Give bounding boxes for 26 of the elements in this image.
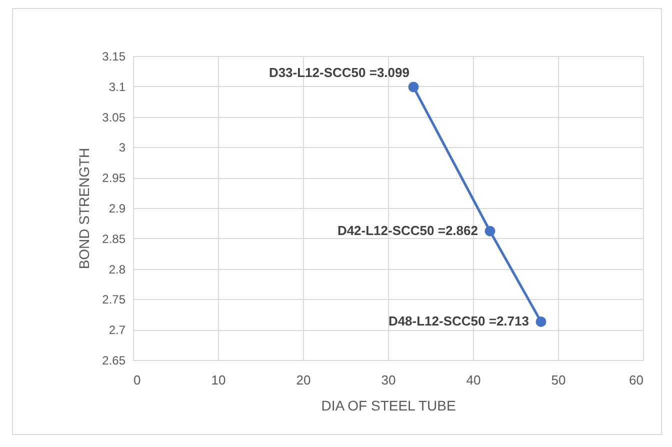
y-tick-label: 2.9	[108, 202, 126, 216]
data-label: D33-L12-SCC50 =3.099	[268, 65, 410, 80]
y-tick-label: 2.7	[108, 323, 126, 338]
x-tick-label: 60	[629, 372, 644, 388]
x-tick-label: 10	[211, 372, 226, 388]
x-tick-label: 40	[466, 372, 481, 388]
x-tick-label: 0	[134, 372, 141, 388]
x-tick-label: 30	[381, 372, 396, 388]
x-tick-label: 20	[296, 372, 311, 388]
point	[536, 316, 546, 327]
data-label: D42-L12-SCC50 =2.862	[337, 223, 478, 238]
y-axis-title: BOND STRENGTH	[76, 148, 92, 270]
y-tick-label: 2.75	[102, 292, 126, 307]
data-label: D48-L12-SCC50 =2.713	[388, 314, 529, 329]
y-tick-label: 3.05	[102, 110, 126, 124]
y-tick-label: 2.95	[102, 171, 126, 186]
y-tick-label: 3	[118, 140, 126, 155]
y-tick-label: 3.15	[102, 50, 126, 64]
y-tick-label: 2.65	[102, 354, 126, 368]
point	[484, 226, 496, 236]
y-tick-label: 2.85	[102, 232, 126, 246]
x-axis-title: DIA OF STEEL TUBE	[321, 398, 456, 414]
point	[408, 82, 419, 92]
y-tick-label: 2.8	[108, 262, 126, 276]
y-tick-label: 3.1	[108, 80, 126, 94]
x-tick-label: 50	[551, 372, 566, 388]
